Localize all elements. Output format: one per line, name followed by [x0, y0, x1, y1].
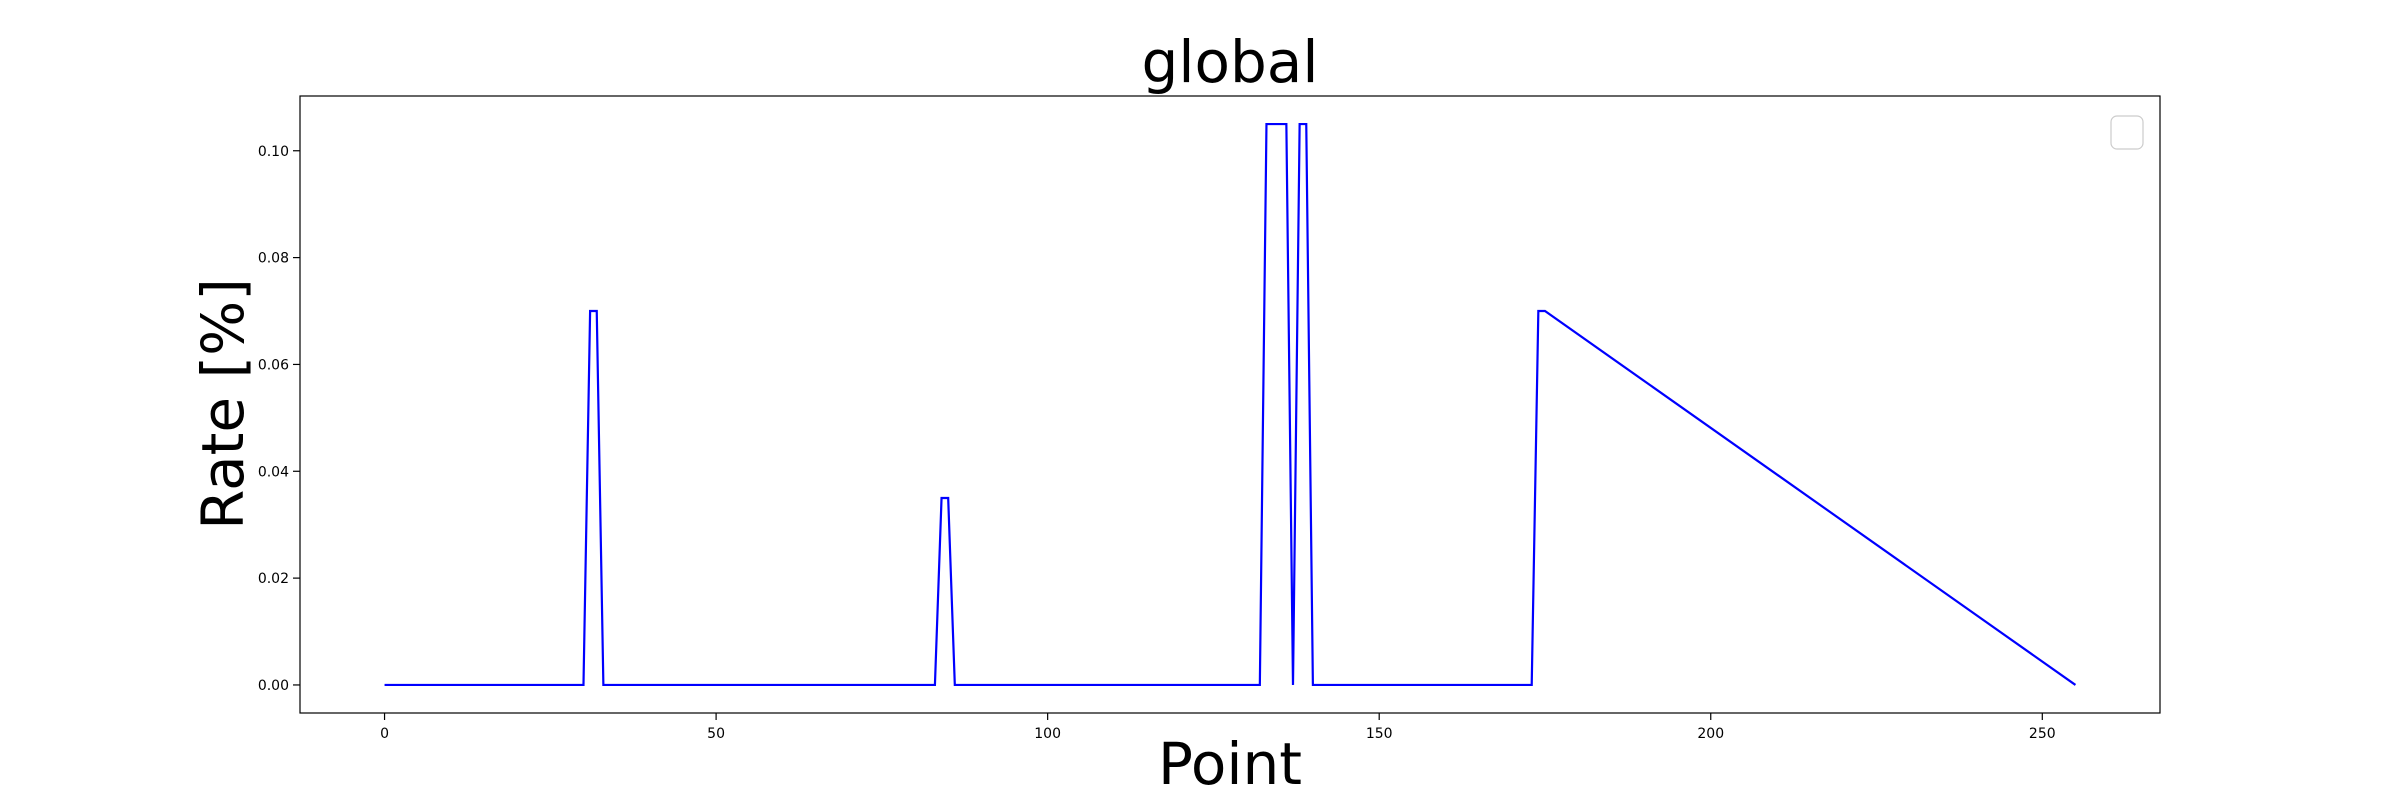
- plot-area: [384, 122, 2077, 687]
- legend-box: [2110, 115, 2144, 150]
- x-tick-label: 0: [380, 726, 389, 742]
- series-line-global: [384, 122, 2077, 687]
- y-tick-label: 0.02: [258, 571, 289, 587]
- y-tick-label: 0.06: [258, 357, 289, 373]
- y-tick-label: 0.04: [258, 464, 289, 480]
- x-tick-label: 200: [1697, 726, 1724, 742]
- y-tick-label: 0.00: [258, 678, 289, 694]
- x-tick-label: 100: [1034, 726, 1061, 742]
- y-axis-ticks: 0.00 0.02 0.04 0.06 0.08 0.10: [258, 144, 300, 694]
- x-tick-label: 150: [1366, 726, 1393, 742]
- y-tick-label: 0.08: [258, 251, 289, 267]
- x-axis-ticks: 0 50 100 150 200 250: [380, 713, 2056, 742]
- axes-frame: [299, 95, 2161, 714]
- x-tick-label: 50: [707, 726, 725, 742]
- chart-title: global: [1142, 28, 1319, 96]
- y-tick-label: 0.10: [258, 144, 289, 160]
- x-axis-label: Point: [1158, 730, 1302, 798]
- y-axis-label: Rate [%]: [189, 278, 257, 530]
- x-tick-label: 250: [2029, 726, 2056, 742]
